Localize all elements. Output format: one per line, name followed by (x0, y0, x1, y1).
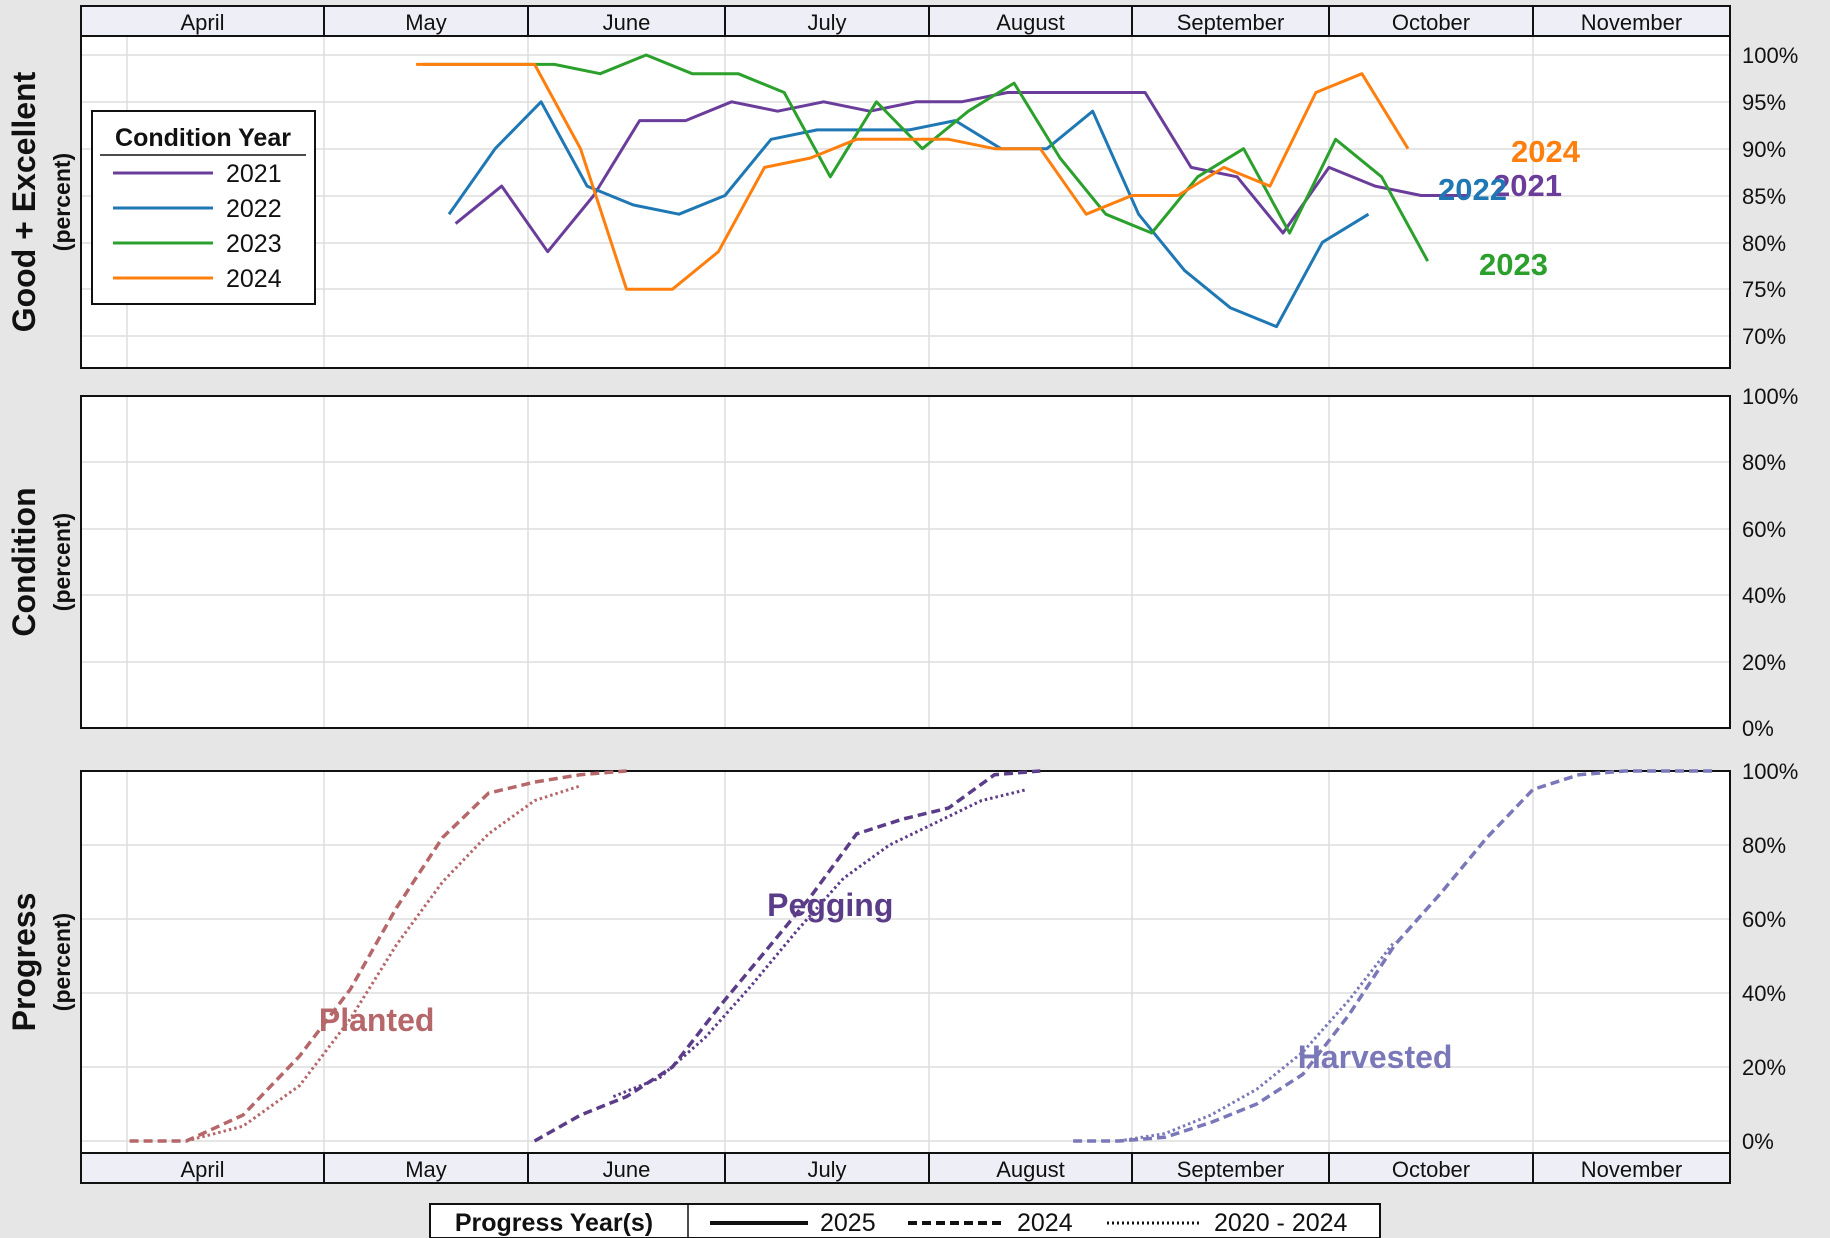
y-tick-label: 40% (1742, 583, 1786, 608)
y-tick-label: 60% (1742, 907, 1786, 932)
series-line-2022 (447, 100, 1370, 329)
panel-background (81, 396, 1730, 728)
progress-legend-title: Progress Year(s) (455, 1209, 653, 1237)
progress-legend-label-dashed: 2024 (1017, 1209, 1073, 1237)
legend-label-2024: 2024 (226, 265, 282, 293)
legend-label-2023: 2023 (226, 230, 282, 258)
y-tick-label: 85% (1742, 184, 1786, 209)
month-label: August (996, 1157, 1065, 1182)
y-tick-label: 95% (1742, 90, 1786, 115)
legend-title: Condition Year (115, 124, 291, 152)
progress-line-harvested-dashed (1073, 769, 1717, 1143)
y-tick-label: 80% (1742, 833, 1786, 858)
month-label: July (807, 10, 846, 35)
month-label: September (1177, 1157, 1285, 1182)
month-strip (80, 5, 1731, 37)
month-axis-bottom: April May June July August September October No… (80, 1152, 1731, 1184)
legend-label-2022: 2022 (226, 195, 282, 223)
y-tick-label: 20% (1742, 1055, 1786, 1080)
month-label: October (1392, 10, 1470, 35)
panel-condition: 100% 80% 60% 40% 20% 0% Condition (percent) (6, 384, 1798, 741)
y-axis-subtitle: (percent) (49, 153, 75, 251)
progress-legend-box (429, 1203, 1381, 1238)
month-label: April (180, 1157, 224, 1182)
y-axis-subtitle: (percent) (49, 913, 75, 1011)
progress-line-planted-dotted (185, 784, 581, 1143)
y-tick-label: 80% (1742, 231, 1786, 256)
y-tick-label: 100% (1742, 384, 1798, 409)
progress-legend-label-solid: 2025 (820, 1209, 876, 1237)
progress-label-pegging: Pegging (767, 887, 893, 923)
progress-line-harvested-dotted (1118, 940, 1396, 1143)
series-line-2023 (422, 53, 1430, 262)
y-tick-label: 60% (1742, 517, 1786, 542)
series-end-label-2023: 2023 (1479, 247, 1548, 282)
progress-label-planted: Planted (319, 1002, 435, 1038)
month-label: May (405, 10, 447, 35)
series-line-2021 (454, 91, 1468, 254)
y-tick-label: 75% (1742, 277, 1786, 302)
panel-frame (80, 770, 1731, 1154)
y-tick-label: 20% (1742, 650, 1786, 675)
month-label: November (1581, 10, 1682, 35)
y-tick-label: 70% (1742, 324, 1786, 349)
series-end-label-2024: 2024 (1511, 134, 1581, 169)
progress-legend-label-dotted: 2020 - 2024 (1214, 1209, 1348, 1237)
progress-line-pegging-dotted (612, 788, 1028, 1098)
panel-frame (80, 395, 1731, 729)
y-tick-label: 100% (1742, 43, 1798, 68)
month-label: November (1581, 1157, 1682, 1182)
y-tick-label: 80% (1742, 450, 1786, 475)
progress-line-pegging-dashed (533, 769, 1041, 1143)
y-axis-title: Progress (6, 893, 42, 1032)
condition-legend: Condition Year 2021 2022 2023 2024 (91, 110, 316, 305)
panel-progress: 100% 80% 60% 40% 20% 0% Progress (percent) (6, 759, 1798, 1154)
progress-line-planted-dashed (129, 769, 627, 1143)
month-label: August (996, 10, 1065, 35)
series-line-2024 (416, 62, 1410, 291)
series-end-label-2021: 2021 (1493, 168, 1562, 203)
y-axis-title: Good + Excellent (6, 71, 42, 332)
month-axis-top: April May June July August September October No… (80, 5, 1731, 37)
panel-frame (80, 35, 1731, 369)
month-label: July (807, 1157, 846, 1182)
month-label: May (405, 1157, 447, 1182)
y-tick-label: 0% (1742, 1129, 1774, 1154)
progress-series: Planted Pegging Harvested (129, 769, 1717, 1143)
progress-label-harvested: Harvested (1298, 1039, 1453, 1075)
month-label: October (1392, 1157, 1470, 1182)
y-tick-label: 40% (1742, 981, 1786, 1006)
progress-legend: Progress Year(s) 2025 2024 2020 - 2024 (429, 1203, 1381, 1238)
series-end-label-2022: 2022 (1438, 172, 1507, 207)
legend-label-2021: 2021 (226, 160, 282, 188)
y-tick-label: 90% (1742, 137, 1786, 162)
month-label: June (603, 10, 651, 35)
month-label: June (603, 1157, 651, 1182)
panel-background (81, 771, 1730, 1153)
y-axis-title: Condition (6, 487, 42, 636)
panel-background (81, 36, 1730, 368)
month-label: April (180, 10, 224, 35)
month-strip (80, 1152, 1731, 1184)
y-axis-subtitle: (percent) (49, 513, 75, 611)
y-tick-label: 0% (1742, 716, 1774, 741)
month-label: September (1177, 10, 1285, 35)
y-tick-label: 100% (1742, 759, 1798, 784)
